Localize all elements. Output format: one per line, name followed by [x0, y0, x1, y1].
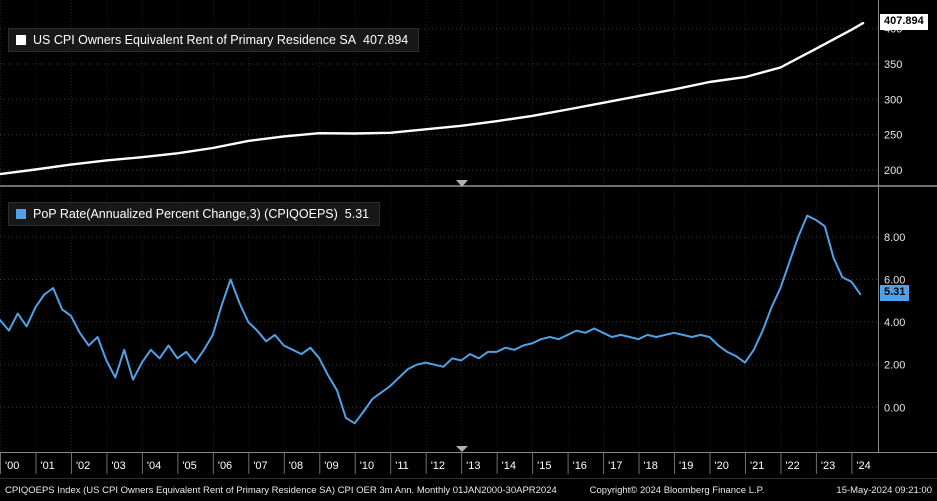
- top-series-swatch-icon: [16, 35, 26, 45]
- panel-resize-handle-icon[interactable]: [456, 180, 468, 187]
- x-axis-label: '09: [324, 460, 338, 472]
- x-axis-label: '08: [289, 460, 303, 472]
- x-axis-label: '18: [644, 460, 658, 472]
- top-series-legend[interactable]: US CPI Owners Equivalent Rent of Primary…: [8, 28, 420, 52]
- chart-plot-area[interactable]: [0, 0, 878, 452]
- top-last-price: 407.894: [880, 14, 928, 31]
- bottom-series-swatch-icon: [16, 209, 26, 219]
- x-axis-label: '10: [360, 460, 374, 472]
- top-series-line: [0, 21, 865, 176]
- x-axis-label: '05: [182, 460, 196, 472]
- x-axis-label: '01: [40, 460, 54, 472]
- y-axis-tick-label: 6.00: [884, 275, 905, 287]
- timestamp: 15-May-2024 09:21:00: [836, 484, 932, 496]
- x-axis-label: '07: [253, 460, 267, 472]
- x-axis-label: '21: [750, 460, 764, 472]
- x-axis-label: '24: [856, 460, 870, 472]
- x-axis-label: '16: [573, 460, 587, 472]
- ticker-description: CPIQOEPS Index (US CPI Owners Equivalent…: [5, 484, 557, 496]
- chart-canvas: 2002503003504000.002.004.006.008.00'00'0…: [0, 0, 937, 474]
- y-axis-tick-label: 350: [884, 59, 902, 71]
- x-axis-label: '22: [785, 460, 799, 472]
- copyright-text: Copyright© 2024 Bloomberg Finance L.P.: [589, 484, 765, 496]
- bottom-series-legend-label: PoP Rate(Annualized Percent Change,3) (C…: [33, 207, 338, 221]
- x-axis-label: '14: [502, 460, 516, 472]
- x-axis-label: '02: [76, 460, 90, 472]
- x-axis-label: '19: [679, 460, 693, 472]
- y-axis-tick-label: 2.00: [884, 360, 905, 372]
- x-axis-label: '12: [431, 460, 445, 472]
- bottom-series-line: [0, 214, 862, 425]
- y-axis-tick-label: 250: [884, 130, 902, 142]
- x-axis-label: '17: [608, 460, 622, 472]
- y-axis-tick-label: 8.00: [884, 232, 905, 244]
- bottom-series-legend[interactable]: PoP Rate(Annualized Percent Change,3) (C…: [8, 202, 381, 226]
- x-axis-label: '11: [395, 460, 409, 472]
- x-axis-label: '23: [821, 460, 835, 472]
- bottom-last-price: 5.31: [880, 285, 910, 302]
- x-axis-label: '03: [111, 460, 125, 472]
- x-axis-label: '04: [147, 460, 161, 472]
- x-axis-label: '06: [218, 460, 232, 472]
- top-series-legend-value: 407.894: [363, 33, 409, 47]
- y-axis-tick-label: 200: [884, 165, 902, 177]
- axis-resize-handle-icon[interactable]: [456, 446, 468, 452]
- x-axis-label: '13: [466, 460, 480, 472]
- top-series-legend-label: US CPI Owners Equivalent Rent of Primary…: [33, 33, 357, 47]
- y-axis-tick-label: 300: [884, 94, 902, 106]
- bottom-series-legend-value: 5.31: [344, 207, 370, 221]
- status-bar: CPIQOEPS Index (US CPI Owners Equivalent…: [0, 478, 937, 501]
- y-axis-tick-label: 0.00: [884, 402, 905, 414]
- x-axis-label: '15: [537, 460, 551, 472]
- x-axis-label: '00: [5, 460, 19, 472]
- x-axis-label: '20: [714, 460, 728, 472]
- y-axis-tick-label: 4.00: [884, 317, 905, 329]
